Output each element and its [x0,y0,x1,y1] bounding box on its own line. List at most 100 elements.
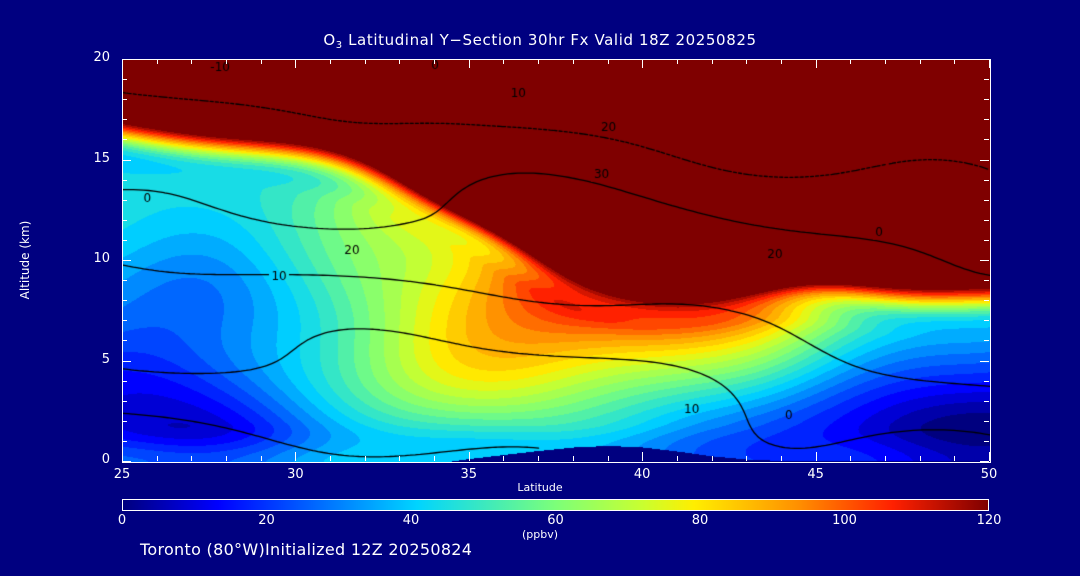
x-minor-tick [330,456,332,461]
x-minor-tick [884,456,886,461]
x-minor-tick [226,456,228,461]
colorbar-tick-0: 0 [117,513,127,528]
chart-title: O3 Latitudinal Y−Section 30hr Fx Valid 1… [0,31,1080,51]
y-minor-tick [984,400,989,402]
y-minor-tick [122,320,127,322]
y-minor-tick [122,280,127,282]
y-tick-mark-20 [122,59,131,60]
x-minor-tick [780,456,782,461]
x-tick-mark-top-35 [468,59,470,68]
x-minor-tick [884,59,886,64]
y-tick-mark-10 [122,260,131,261]
x-minor-tick [364,456,366,461]
colorbar-tick-20: 20 [258,513,275,528]
y-tick-mark-right-0 [980,461,989,462]
x-minor-tick [191,456,193,461]
x-tick-mark-25 [122,452,123,461]
x-minor-tick [226,59,228,64]
y-tick-label-10: 10 [93,251,110,266]
colorbar-tick-80: 80 [691,513,709,528]
y-tick-mark-0 [122,461,131,462]
x-axis-title: Latitude [517,481,563,494]
x-tick-label-45: 45 [807,467,824,482]
x-minor-tick [399,59,401,64]
x-minor-tick [780,59,782,64]
x-minor-tick [572,59,574,64]
y-minor-tick [984,280,989,282]
x-tick-mark-40 [642,452,644,461]
chart-title-rest: Latitudinal Y−Section 30hr Fx Valid 18Z … [342,31,757,49]
colorbar-tick-100: 100 [832,513,857,528]
x-minor-tick [711,456,713,461]
x-minor-tick [919,456,921,461]
y-tick-mark-right-10 [980,260,989,261]
footer-caption: Toronto (80°W)Initialized 12Z 20250824 [140,540,473,559]
y-minor-tick [122,199,127,201]
y-minor-tick [122,300,127,302]
x-minor-tick [746,456,748,461]
colorbar-units: (ppbv) [521,528,559,541]
y-minor-tick [984,239,989,241]
y-minor-tick [122,340,127,342]
y-minor-tick [984,219,989,221]
x-minor-tick [954,59,956,64]
x-minor-tick [260,59,262,64]
x-minor-tick [746,59,748,64]
y-minor-tick [984,179,989,181]
colorbar-tick-120: 120 [976,513,1002,528]
y-minor-tick [122,139,127,141]
x-tick-mark-35 [468,452,470,461]
y-minor-tick [984,340,989,342]
y-tick-mark-right-5 [980,360,989,362]
y-tick-mark-right-15 [980,159,989,161]
x-minor-tick [434,456,436,461]
y-minor-tick [122,179,127,181]
y-tick-label-0: 0 [101,452,110,467]
x-minor-tick [676,456,678,461]
x-minor-tick [711,59,713,64]
colorbar-tick-60: 60 [547,513,564,528]
x-minor-tick [607,456,609,461]
y-minor-tick [984,320,989,322]
x-minor-tick [919,59,921,64]
y-minor-tick [122,119,127,121]
x-minor-tick [503,456,505,461]
x-minor-tick [503,59,505,64]
x-tick-mark-50 [989,452,990,461]
x-minor-tick [156,456,158,461]
x-tick-label-50: 50 [980,467,998,482]
chart-title-subscript: 3 [335,40,343,51]
x-minor-tick [676,59,678,64]
colorbar-gradient [123,500,988,510]
x-tick-label-25: 25 [113,467,131,482]
colorbar [122,499,989,511]
x-minor-tick [260,456,262,461]
x-tick-mark-top-30 [295,59,297,68]
y-tick-mark-15 [122,159,131,161]
x-minor-tick [330,59,332,64]
y-axis-title: Altitude (km) [18,220,32,300]
x-tick-label-35: 35 [460,467,478,482]
y-minor-tick [984,440,989,442]
x-tick-mark-top-50 [989,59,990,68]
y-tick-mark-right-20 [980,59,989,60]
x-minor-tick [434,59,436,64]
x-tick-mark-45 [815,452,817,461]
y-minor-tick [984,119,989,121]
x-minor-tick [191,59,193,64]
x-minor-tick [364,59,366,64]
y-minor-tick [122,219,127,221]
y-tick-label-5: 5 [101,351,110,367]
y-minor-tick [122,420,127,422]
x-tick-label-40: 40 [633,467,651,482]
y-tick-mark-5 [122,360,131,362]
x-minor-tick [607,59,609,64]
y-tick-label-20: 20 [93,50,110,65]
y-minor-tick [122,99,127,101]
y-minor-tick [984,139,989,141]
x-minor-tick [572,456,574,461]
y-minor-tick [984,99,989,101]
y-minor-tick [122,440,127,442]
x-minor-tick [954,456,956,461]
